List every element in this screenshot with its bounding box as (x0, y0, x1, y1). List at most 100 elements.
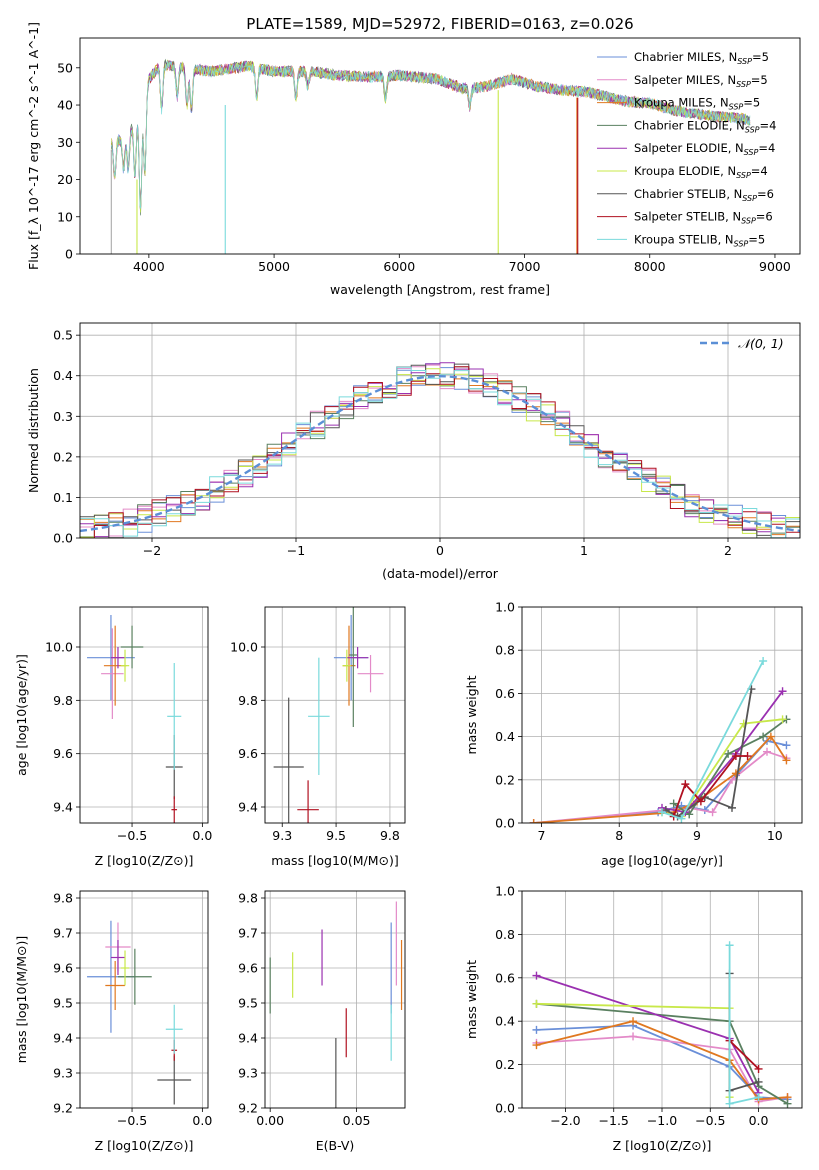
legend-label-base: Kroupa ELODIE, N (634, 164, 736, 178)
y-tick-label: 0.6 (495, 970, 515, 985)
y-tick-label: 9.8 (238, 693, 258, 708)
plot-area-residuals (80, 323, 800, 538)
legend-label-base: Chabrier ELODIE, N (634, 118, 745, 132)
y-tick-label: 0.0 (495, 816, 515, 831)
y-tick-label: 9.3 (53, 1066, 73, 1081)
axes-frame (79, 606, 209, 824)
x-tick-label: 0.05 (343, 1113, 371, 1128)
x-tick-label: 9000 (759, 259, 791, 274)
legend-label-sub: SSP (741, 217, 756, 226)
y-axis-label: mass [log10(M/M⊙)] (14, 936, 29, 1064)
x-axis-label: age [log10(age/yr)] (601, 853, 723, 868)
spectrum-line (110, 60, 751, 209)
weight-marker (724, 749, 733, 758)
y-tick-label: 9.6 (53, 961, 73, 976)
axes-residuals: −2 −1 0 1 2 0.0 0.1 0.2 0.3 0.4 0.5 (data-model)/er… (26, 322, 801, 581)
axes-mass-EBV: 0.00 0.05 9.2 9.3 9.4 9.5 9.6 9.7 9.8 E(B-V) (238, 891, 406, 1153)
weight-line (728, 1040, 760, 1070)
x-tick-label: 8 (615, 828, 623, 843)
y-tick-label: 0 (65, 247, 73, 262)
y-tick-label: 1.0 (495, 884, 515, 899)
weight-marker (629, 1032, 638, 1041)
axes-spectrum: 4000 5000 6000 7000 8000 9000 0 10 20 30 40 50 wavel… (26, 22, 801, 297)
x-axis-label: wavelength [Angstrom, rest frame] (330, 282, 550, 297)
y-tick-label: 0.0 (53, 531, 73, 546)
x-tick-label: −1 (287, 543, 305, 558)
legend-label-sub: SSP (742, 194, 757, 203)
x-tick-label: 2 (724, 543, 732, 558)
legend-label-sub: SSP (737, 57, 752, 66)
weight-marker (681, 780, 690, 789)
legend-label: Chabrier STELIB, NSSP=6 (634, 187, 774, 203)
y-tick-label: 9.3 (238, 1066, 258, 1081)
axes-frame (79, 37, 801, 255)
weight-marker (658, 808, 666, 817)
axes-age-Z: −0.5 0.0 9.4 9.6 9.8 10.0 Z [log10(Z/Z⊙)] age [… (14, 606, 212, 868)
y-axis-label: mass weight (464, 675, 479, 754)
normal-curve (80, 374, 800, 533)
y-tick-label: 10 (57, 209, 73, 224)
weight-marker (532, 1041, 541, 1050)
weight-line (661, 718, 783, 818)
y-tick-label: 9.8 (53, 693, 73, 708)
legend-label-sub: SSP (736, 171, 751, 180)
legend-label-sub: SSP (736, 80, 751, 89)
y-tick-label: 0.4 (495, 1014, 515, 1029)
weight-marker (782, 756, 791, 765)
weight-marker (725, 941, 734, 950)
x-tick-label: 9.5 (326, 828, 346, 843)
y-tick-label: 0.8 (495, 643, 515, 658)
legend-label: Salpeter MILES, NSSP=5 (634, 73, 768, 89)
axes-frame (521, 890, 803, 1109)
y-tick-label: 9.8 (238, 891, 258, 906)
weight-marker (783, 1099, 792, 1108)
x-tick-label: 9 (693, 828, 701, 843)
x-tick-label: −0.5 (117, 1113, 147, 1128)
legend-label: Salpeter STELIB, NSSP=6 (634, 210, 773, 226)
y-tick-label: 40 (57, 98, 73, 113)
legend-label-tail: =5 (748, 232, 765, 246)
legend-label-sub: SSP (744, 148, 759, 157)
weight-line (536, 974, 760, 1094)
weight-marker (725, 1099, 734, 1108)
y-tick-label: 9.6 (238, 961, 258, 976)
legend: 𝒩(0, 1) (700, 336, 784, 351)
plot-area-weight-Z (522, 891, 802, 1108)
y-axis-label: mass weight (464, 960, 479, 1039)
axes-weight-Z: −2.0 −1.5 −1.0 −0.5 0.0 0.0 0.2 0.4 0.6 0.8 1.0 Z [… (464, 884, 803, 1153)
y-axis-label: Flux [f_λ 10^-17 erg cm^-2 s^-1 A^-1] (26, 22, 41, 270)
y-tick-label: 0.2 (495, 772, 515, 787)
x-tick-label: 0.0 (192, 1113, 212, 1128)
y-tick-label: 0.4 (495, 729, 515, 744)
weight-marker (677, 814, 686, 823)
y-tick-label: 9.7 (53, 926, 73, 941)
weight-line (533, 735, 788, 823)
y-tick-label: 20 (57, 172, 73, 187)
y-tick-label: 9.7 (238, 926, 258, 941)
y-tick-label: 9.4 (53, 1031, 73, 1046)
legend-label: Chabrier ELODIE, NSSP=4 (634, 118, 776, 134)
chart-title: PLATE=1589, MJD=52972, FIBERID=0163, z=0… (246, 15, 633, 33)
weight-marker (763, 747, 771, 756)
y-tick-label: 9.2 (238, 1101, 258, 1116)
y-tick-label: 0.1 (53, 490, 73, 505)
x-axis-label: (data-model)/error (382, 566, 499, 581)
y-tick-label: 9.4 (53, 800, 73, 815)
x-tick-label: 1 (580, 543, 588, 558)
y-tick-label: 9.8 (53, 891, 73, 906)
legend-label-tail: =6 (756, 210, 773, 224)
x-axis-label: Z [log10(Z/Z⊙)] (613, 1138, 712, 1153)
weight-marker (754, 1064, 763, 1073)
weight-marker (782, 741, 791, 750)
legend-label-tail: =4 (760, 118, 777, 132)
y-tick-label: 50 (57, 60, 73, 75)
x-axis-label: E(B-V) (316, 1138, 355, 1153)
axes-age-mass: 9.3 9.5 9.8 9.4 9.6 9.8 10.0 mass [log10(M/M⊙)] (230, 606, 406, 868)
weight-marker (728, 803, 736, 812)
x-tick-label: −2 (143, 543, 161, 558)
weight-marker (754, 1077, 763, 1086)
weight-marker (731, 752, 740, 761)
legend-label-sub: SSP (734, 239, 749, 248)
y-tick-label: 0.5 (53, 328, 73, 343)
